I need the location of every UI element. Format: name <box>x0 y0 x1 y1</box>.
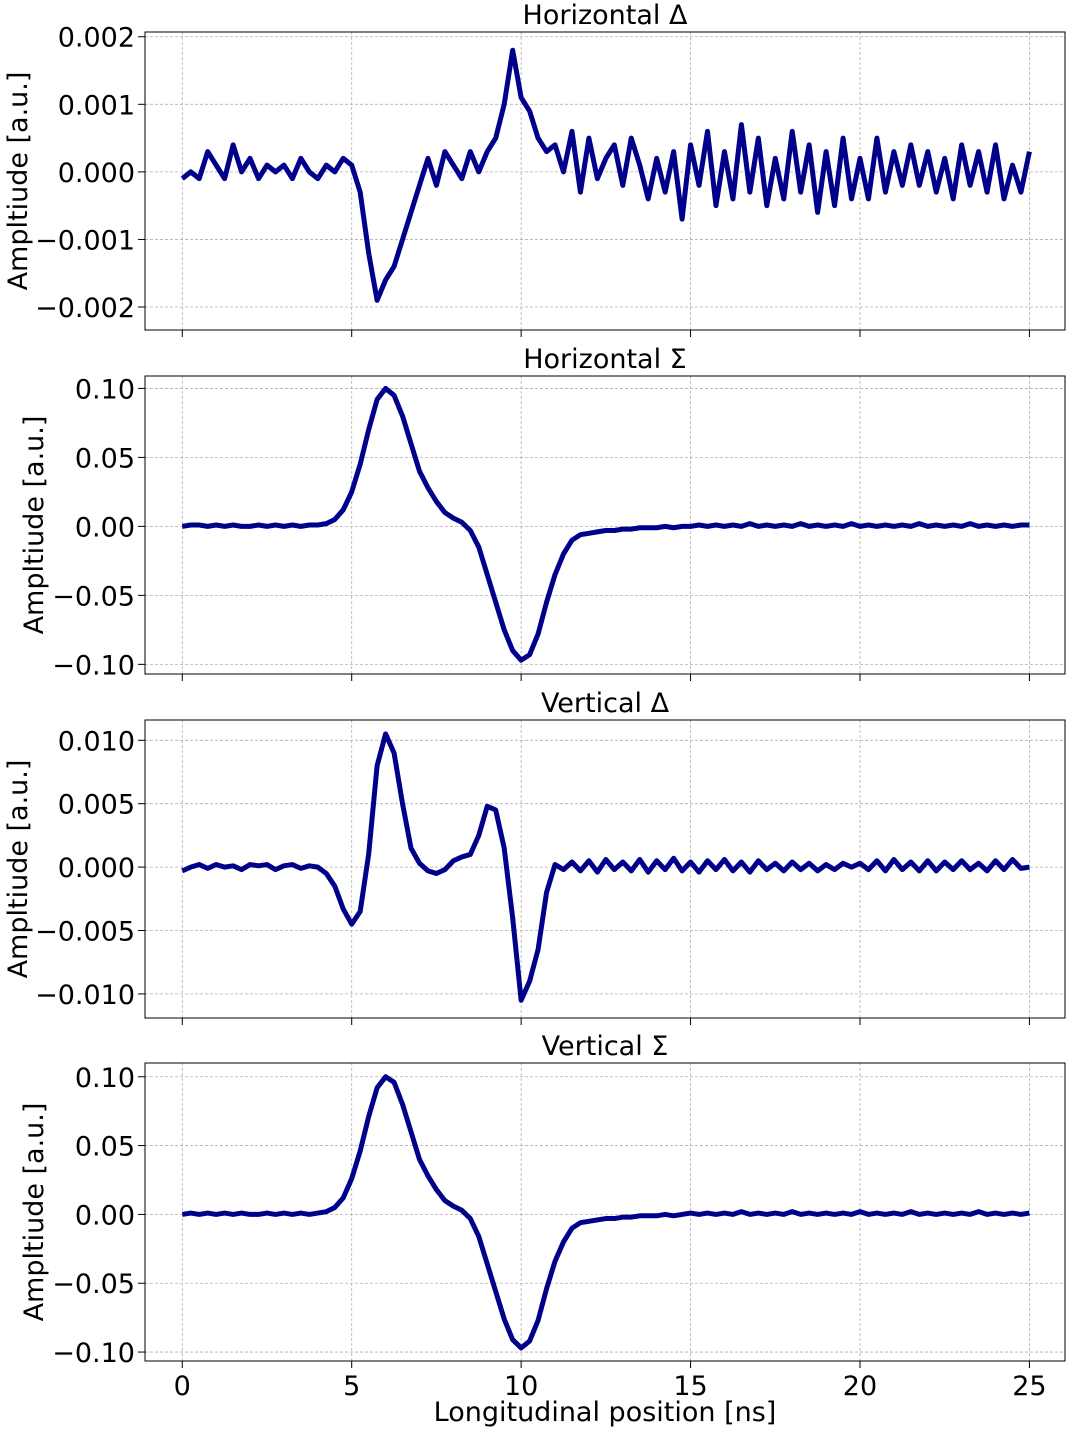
y-tick-label: −0.010 <box>35 980 135 1011</box>
chart-title: Vertical Δ <box>541 688 670 719</box>
y-tick-label: 0.00 <box>75 512 135 543</box>
y-tick-label: 0.10 <box>75 1063 135 1094</box>
y-tick-label: 0.005 <box>58 790 135 821</box>
y-tick-label: −0.005 <box>35 917 135 948</box>
data-line <box>180 47 1032 303</box>
axes-frame <box>144 375 1066 675</box>
y-tick-label: 0.000 <box>58 158 135 189</box>
y-tick-label: 0.010 <box>58 726 135 757</box>
data-line <box>181 731 1030 1003</box>
axes-frame <box>144 719 1066 1019</box>
y-tick-label: −0.001 <box>35 225 135 256</box>
y-axis-label: Ampltiude [a.u.] <box>19 1103 50 1322</box>
data-line <box>181 385 1030 663</box>
y-axis-label: Ampltiude [a.u.] <box>3 760 34 979</box>
y-tick-label: −0.05 <box>52 581 135 612</box>
y-tick-label: 0.10 <box>75 374 135 405</box>
y-tick-label: −0.10 <box>52 650 135 681</box>
data-line <box>181 1074 1030 1351</box>
x-tick-label: 15 <box>673 1371 707 1402</box>
chart-title: Vertical Σ <box>542 1031 669 1062</box>
axes-frame <box>144 31 1066 331</box>
y-tick-label: 0.05 <box>75 443 135 474</box>
x-tick-label: 5 <box>343 1371 360 1402</box>
chart-title: Horizontal Σ <box>523 344 687 375</box>
chart-title: Horizontal Δ <box>523 0 688 31</box>
y-tick-label: −0.002 <box>35 293 135 324</box>
x-tick-label: 25 <box>1012 1371 1046 1402</box>
y-axis-label: Ampltiude [a.u.] <box>3 72 34 291</box>
y-tick-label: 0.001 <box>58 90 135 121</box>
y-tick-label: 0.00 <box>75 1200 135 1231</box>
y-tick-label: 0.000 <box>58 853 135 884</box>
axes-frame <box>144 1062 1066 1362</box>
x-tick-label: 20 <box>843 1371 877 1402</box>
y-tick-label: −0.10 <box>52 1338 135 1369</box>
x-axis-label: Longitudinal position [ns] <box>434 1397 777 1428</box>
y-axis-label: Ampltiude [a.u.] <box>19 416 50 635</box>
x-tick-label: 10 <box>504 1371 538 1402</box>
x-tick-label: 0 <box>174 1371 191 1402</box>
y-tick-label: −0.05 <box>52 1269 135 1300</box>
y-tick-label: 0.002 <box>58 23 135 54</box>
y-tick-label: 0.05 <box>75 1132 135 1163</box>
